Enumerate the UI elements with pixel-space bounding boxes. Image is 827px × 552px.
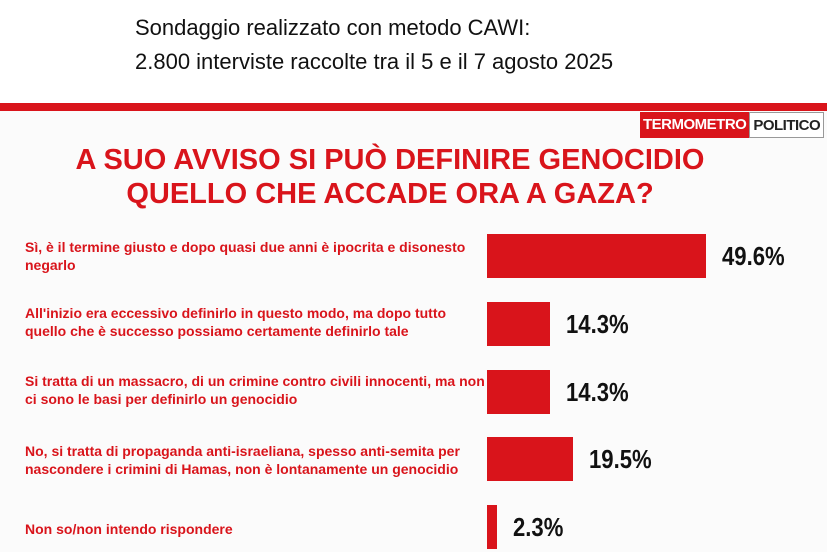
category-label: Si tratta di un massacro, di un crimine … <box>25 373 485 407</box>
value-label: 49.6% <box>722 241 785 271</box>
logo-part: TERMOMETRO <box>640 112 750 138</box>
value-label: 14.3% <box>566 376 629 407</box>
panel <box>0 111 827 552</box>
category-label: All'inizio era eccessivo definirlo in qu… <box>25 305 447 339</box>
header-band <box>0 103 827 111</box>
value-label: 2.3% <box>513 512 564 543</box>
bar <box>487 437 574 482</box>
value-label: 19.5% <box>589 444 652 475</box>
bar <box>487 301 551 346</box>
subtitle: Sondaggio realizzato con metodo CAWI: <box>135 15 531 40</box>
bar <box>487 369 551 414</box>
category-label: Sì, è il termine giusto e dopo quasi due… <box>25 239 466 273</box>
logo: TERMOMETRO POLITICO <box>640 112 825 138</box>
chart-title: A SUO AVVISO SI PUÒ DEFINIRE GENOCIDIO Q… <box>75 144 705 210</box>
logo-part: POLITICO <box>749 112 825 138</box>
category-label: Non so/non intendo rispondere <box>25 521 233 537</box>
bar <box>487 505 498 550</box>
subtitle: 2.800 interviste raccolte tra il 5 e il … <box>135 49 614 74</box>
value-label: 14.3% <box>566 308 629 339</box>
category-label: No, si tratta di propaganda anti-israeli… <box>25 443 460 477</box>
bar <box>487 234 707 278</box>
